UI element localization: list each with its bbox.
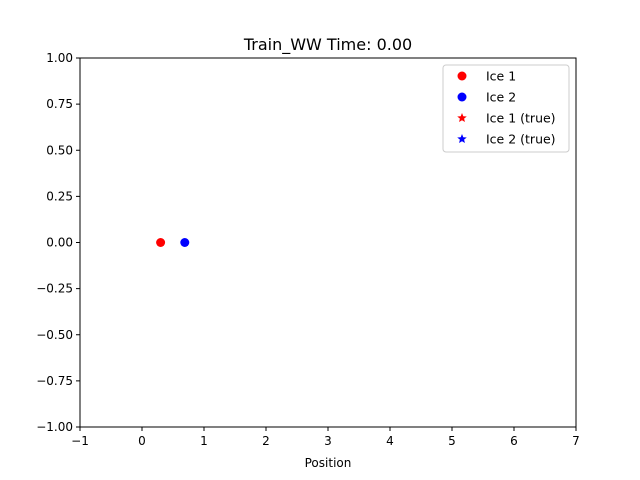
x-tick-label: 7 [572,434,580,448]
data-point [180,238,190,247]
x-tick-label: 3 [324,434,332,448]
x-tick-label: 4 [386,434,394,448]
y-tick-label: 0.25 [46,189,73,203]
x-tick-label: 5 [448,434,456,448]
legend-label: Ice 2 [486,90,516,105]
y-tick-label: −0.25 [36,282,73,296]
legend-marker-star [457,113,467,123]
x-axis-ticks: −1 0 1 2 3 4 5 6 7 [71,427,580,448]
y-tick-label: −1.00 [36,420,73,434]
legend-label: Ice 2 (true) [486,132,556,147]
x-tick-label: −1 [71,434,89,448]
legend-marker [457,71,467,81]
legend-label: Ice 1 [486,69,516,84]
x-tick-label: 2 [262,434,270,448]
data-points [156,238,190,247]
chart-title: Train_WW Time: 0.00 [243,35,412,55]
legend: Ice 1 Ice 2 Ice 1 (true) Ice 2 (true) [442,64,570,153]
x-axis-label: Position [305,456,352,470]
y-tick-label: 0.00 [46,236,73,250]
plot-frame [79,57,577,428]
y-tick-label: −0.50 [36,328,73,342]
x-tick-label: 0 [138,434,146,448]
legend-marker [457,92,467,102]
data-point [156,238,166,247]
legend-marker-star [457,134,467,144]
y-tick-label: 1.00 [46,51,73,65]
y-tick-label: −0.75 [36,374,73,388]
legend-label: Ice 1 (true) [486,111,556,126]
y-axis-ticks: −1.00 −0.75 −0.50 −0.25 0.00 0.25 0.50 0.75 1.00 [36,51,80,434]
y-tick-label: 0.50 [46,143,73,157]
x-tick-label: 6 [510,434,518,448]
y-tick-label: 0.75 [46,97,73,111]
legend-box [442,64,570,153]
x-tick-label: 1 [200,434,208,448]
